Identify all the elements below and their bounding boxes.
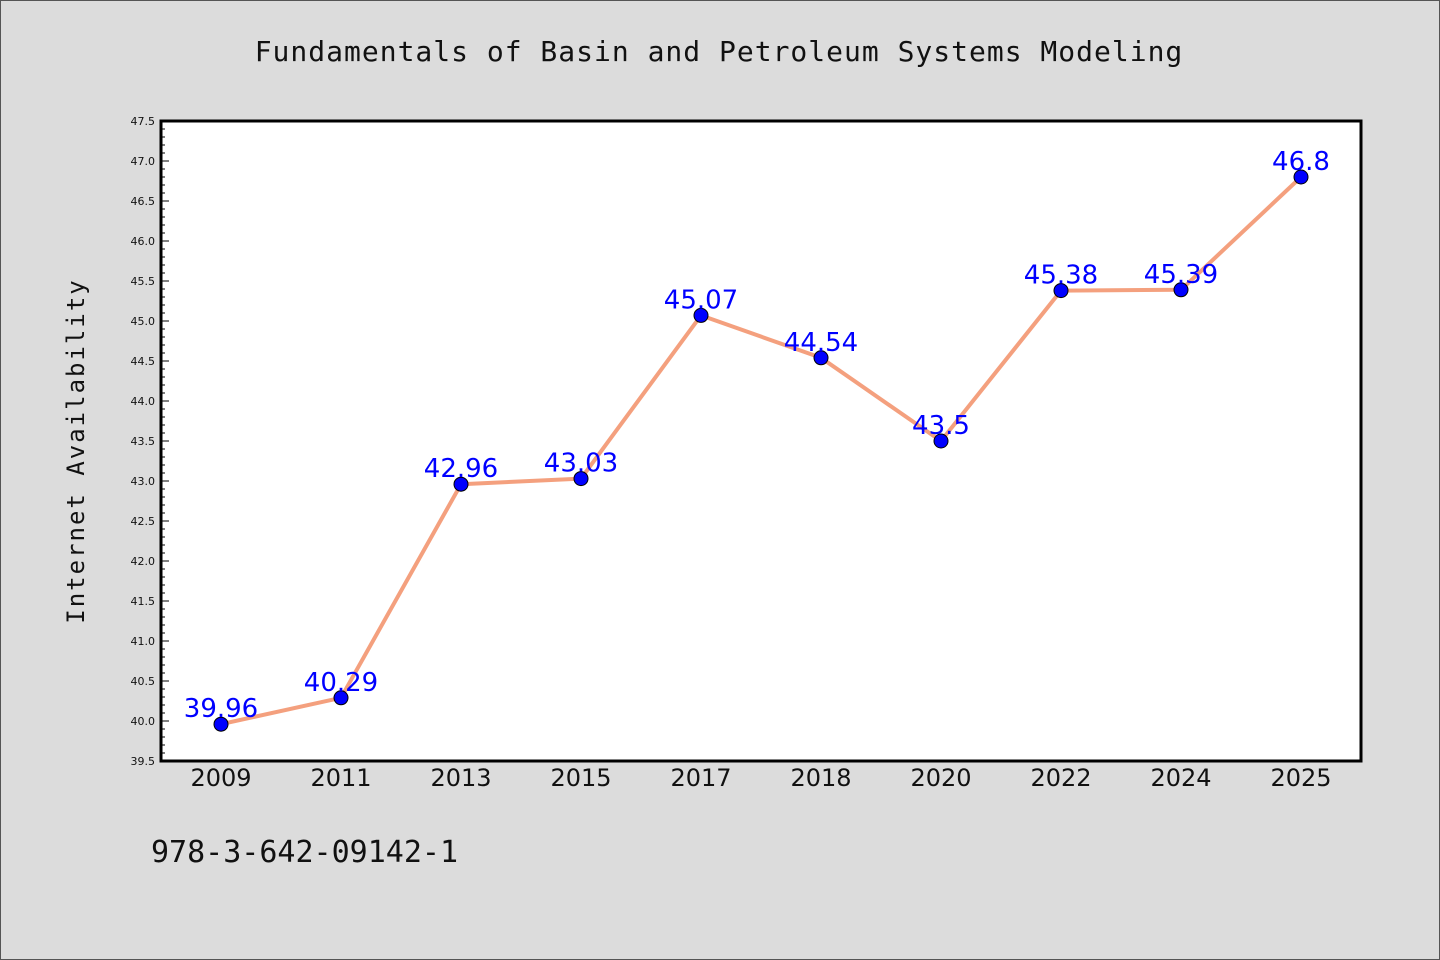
x-tick-label: 2024 bbox=[1150, 764, 1211, 792]
plot-area bbox=[161, 121, 1361, 761]
data-point bbox=[933, 433, 949, 449]
data-label: 42.96 bbox=[424, 454, 498, 484]
x-tick-label: 2018 bbox=[790, 764, 851, 792]
data-label: 43.03 bbox=[544, 449, 618, 479]
data-label: 43.5 bbox=[912, 411, 970, 441]
x-tick-label: 2020 bbox=[910, 764, 971, 792]
y-tick-label: 40.0 bbox=[131, 715, 156, 728]
x-tick-label: 2013 bbox=[430, 764, 491, 792]
data-point bbox=[813, 350, 829, 366]
series-line bbox=[220, 175, 1303, 727]
data-point bbox=[1053, 283, 1069, 299]
data-label: 39.96 bbox=[184, 694, 258, 724]
data-label: 46.8 bbox=[1272, 147, 1330, 177]
x-tick-label: 2015 bbox=[550, 764, 611, 792]
data-point bbox=[213, 716, 229, 732]
y-tick-label: 44.5 bbox=[131, 355, 156, 368]
data-label: 45.38 bbox=[1024, 261, 1098, 291]
y-tick-label: 42.0 bbox=[131, 555, 156, 568]
data-point bbox=[1293, 169, 1309, 185]
y-tick-label: 46.0 bbox=[131, 235, 156, 248]
y-tick-label: 43.5 bbox=[131, 435, 156, 448]
y-tick-label: 46.5 bbox=[131, 195, 156, 208]
y-tick-label: 47.0 bbox=[131, 155, 156, 168]
y-tick-label: 42.5 bbox=[131, 515, 156, 528]
y-tick-label: 45.0 bbox=[131, 315, 156, 328]
x-tick-label: 2025 bbox=[1270, 764, 1331, 792]
x-tick-label: 2011 bbox=[310, 764, 371, 792]
y-tick-label: 41.0 bbox=[131, 635, 156, 648]
data-point bbox=[333, 690, 349, 706]
data-point bbox=[1173, 282, 1189, 298]
data-point bbox=[453, 476, 469, 492]
data-label: 45.39 bbox=[1144, 260, 1218, 290]
y-tick-label: 39.5 bbox=[131, 755, 156, 768]
y-tick-label: 45.5 bbox=[131, 275, 156, 288]
isbn-text: 978-3-642-09142-1 bbox=[151, 835, 459, 870]
x-tick-label: 2017 bbox=[670, 764, 731, 792]
y-tick-label: 47.5 bbox=[131, 115, 156, 128]
y-tick-label: 41.5 bbox=[131, 595, 156, 608]
y-tick-label: 44.0 bbox=[131, 395, 156, 408]
y-tick-label: 40.5 bbox=[131, 675, 156, 688]
data-point bbox=[693, 307, 709, 323]
chart-title: Fundamentals of Basin and Petroleum Syst… bbox=[254, 35, 1184, 68]
data-label: 45.07 bbox=[664, 285, 738, 315]
x-tick-label: 2009 bbox=[190, 764, 251, 792]
y-tick-label: 43.0 bbox=[131, 475, 156, 488]
data-label: 44.54 bbox=[784, 328, 858, 358]
data-label: 40.29 bbox=[304, 668, 378, 698]
data-point bbox=[573, 471, 589, 487]
x-tick-label: 2022 bbox=[1030, 764, 1091, 792]
